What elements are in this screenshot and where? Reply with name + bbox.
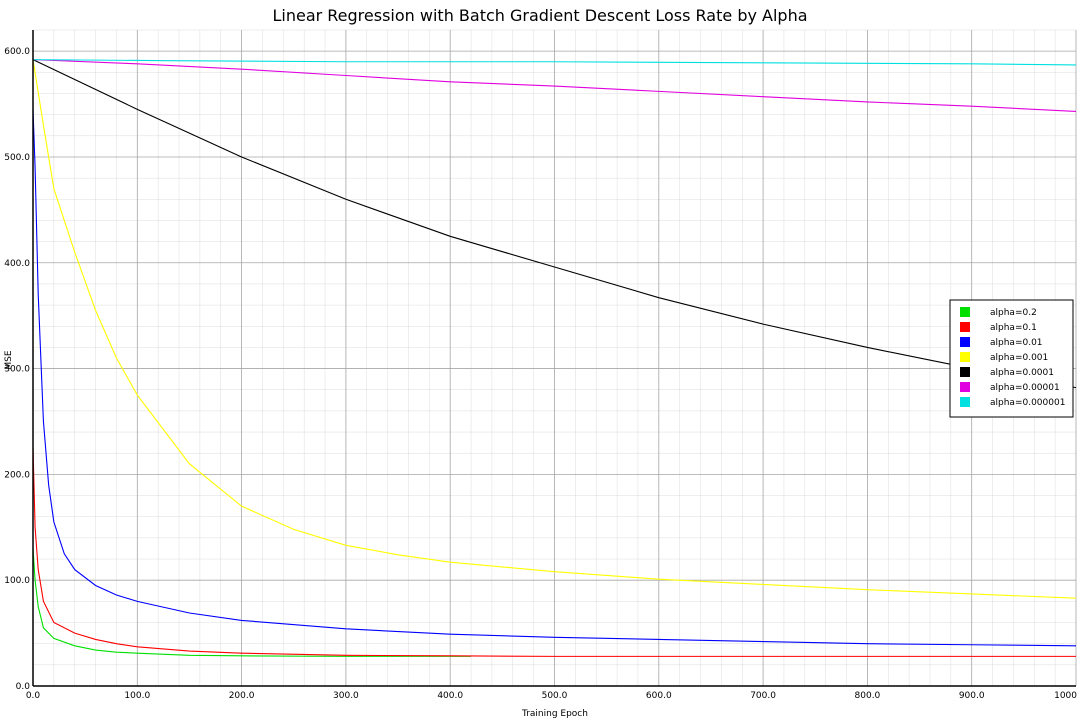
x-tick-label: 500.0 bbox=[542, 691, 568, 701]
legend-label-3: alpha=0.001 bbox=[990, 353, 1048, 363]
major-grid bbox=[33, 30, 1077, 686]
axes bbox=[32, 30, 1076, 687]
legend-box bbox=[949, 299, 1074, 418]
legend-swatch-4 bbox=[960, 367, 970, 377]
x-tick-label: 0.0 bbox=[26, 691, 41, 701]
y-tick-label: 600.0 bbox=[4, 47, 30, 57]
legend-label-4: alpha=0.0001 bbox=[990, 368, 1054, 378]
series-line-0 bbox=[32, 548, 472, 657]
x-tick-label: 800.0 bbox=[855, 691, 881, 701]
x-tick-label: 400.0 bbox=[437, 691, 463, 701]
legend-label-6: alpha=0.000001 bbox=[990, 398, 1065, 408]
series-line-6 bbox=[32, 59, 1077, 66]
x-axis-label: Training Epoch bbox=[521, 709, 588, 719]
series-lines bbox=[32, 59, 1077, 657]
chart-title: Linear Regression with Batch Gradient De… bbox=[272, 6, 807, 25]
series-line-3 bbox=[32, 59, 1077, 599]
y-tick-label: 200.0 bbox=[4, 470, 30, 480]
legend-label-5: alpha=0.00001 bbox=[990, 383, 1060, 393]
legend-swatch-2 bbox=[960, 337, 970, 347]
y-tick-label: 400.0 bbox=[4, 259, 30, 269]
y-tick-labels: 0.0 100.0 200.0 300.0 400.0 500.0 600.0 bbox=[4, 47, 30, 692]
x-tick-label: 600.0 bbox=[646, 691, 672, 701]
legend-swatch-3 bbox=[960, 352, 970, 362]
legend-label-2: alpha=0.01 bbox=[990, 338, 1043, 348]
y-tick-label: 500.0 bbox=[4, 153, 30, 163]
legend-label-1: alpha=0.1 bbox=[990, 323, 1037, 333]
legend-swatch-6 bbox=[960, 397, 970, 407]
y-tick-label: 100.0 bbox=[4, 576, 30, 586]
legend-swatch-0 bbox=[960, 307, 970, 317]
y-axis-label: MSE bbox=[4, 350, 14, 369]
x-tick-label: 700.0 bbox=[750, 691, 776, 701]
series-line-2 bbox=[32, 109, 1077, 647]
x-tick-labels: 0.0 100.0 200.0 300.0 400.0 500.0 600.0 700.0 80… bbox=[26, 691, 1077, 701]
x-tick-label: 300.0 bbox=[333, 691, 359, 701]
x-tick-label: 200.0 bbox=[229, 691, 255, 701]
legend-swatch-5 bbox=[960, 382, 970, 392]
series-line-5 bbox=[32, 59, 1077, 113]
series-line-1 bbox=[32, 447, 1076, 657]
y-tick-label: 0.0 bbox=[16, 682, 31, 692]
x-tick-label: 900.0 bbox=[959, 691, 985, 701]
legend-label-0: alpha=0.2 bbox=[990, 308, 1037, 318]
legend: alpha=0.2 alpha=0.1 alpha=0.01 alpha=0.001 a… bbox=[949, 299, 1074, 418]
legend-swatch-1 bbox=[960, 322, 970, 332]
x-tick-label: 1000 bbox=[1054, 691, 1077, 701]
x-tick-label: 100.0 bbox=[124, 691, 150, 701]
y-tick-label: 300.0 bbox=[4, 365, 30, 375]
series-line-4 bbox=[32, 59, 1077, 389]
